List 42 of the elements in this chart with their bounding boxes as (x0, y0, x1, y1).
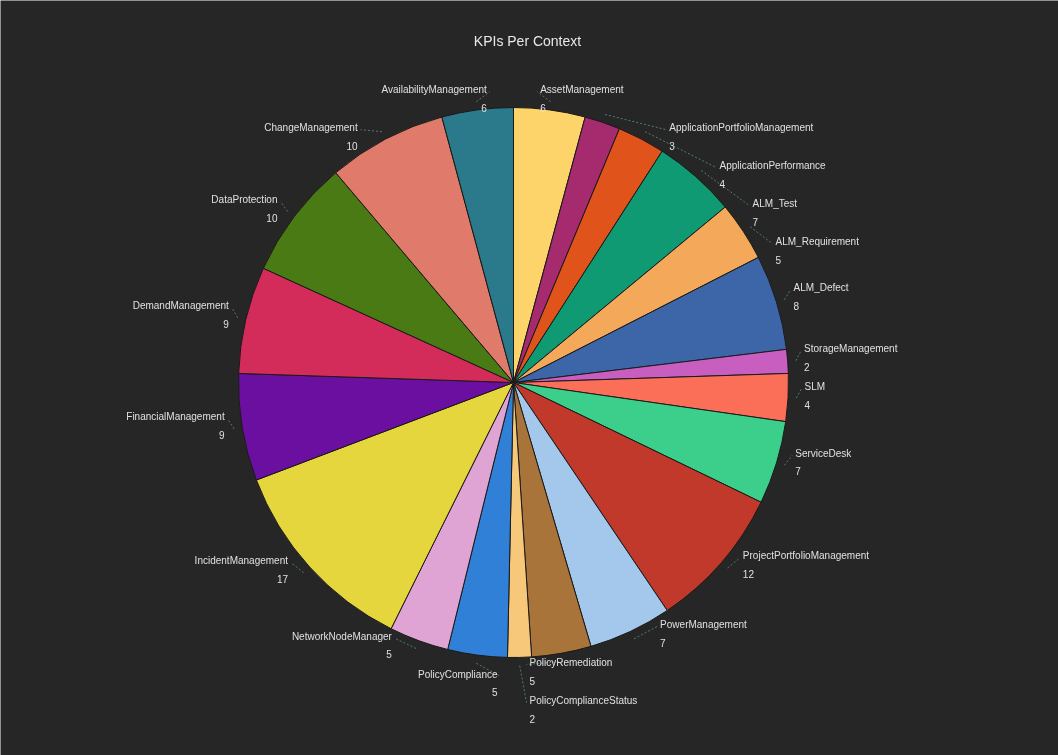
data-label: 5 (491, 687, 498, 699)
data-label: 12 (742, 568, 755, 580)
slice-label: ServiceDesk (795, 447, 853, 459)
slice-label: ChangeManagement (264, 122, 358, 134)
slice-label: StorageManagement (804, 343, 898, 355)
slice-label: PolicyCompliance (418, 668, 498, 680)
slice-label: ProjectPortfolioManagement (742, 550, 870, 562)
data-label: 7 (660, 637, 667, 649)
data-label: 10 (266, 212, 278, 224)
slice-label: ApplicationPerformance (719, 160, 827, 172)
data-label: 7 (795, 466, 802, 478)
slice-label: FinancialManagement (126, 411, 225, 423)
slice-label: SLM (804, 381, 826, 393)
data-label: 2 (529, 713, 536, 725)
slice-label: ALM_Test (752, 198, 798, 210)
slice-label: NetworkNodeManager (291, 630, 393, 642)
slice-label: IncidentManagement (194, 555, 289, 567)
data-label: 7 (752, 216, 759, 228)
slice-label: DemandManagement (132, 300, 230, 312)
slice-label: PolicyRemediation (529, 657, 613, 668)
data-label: 2 (804, 361, 811, 373)
data-label: 9 (223, 318, 230, 330)
chart-title: KPIs Per Context (473, 32, 582, 49)
slice-label: AvailabilityManagement (381, 84, 488, 96)
data-label: 5 (775, 254, 782, 266)
slice-label: ApplicationPortfolioManagement (669, 122, 814, 134)
data-label: 8 (793, 300, 800, 312)
data-label: 17 (276, 573, 289, 585)
data-label: 9 (219, 429, 226, 441)
data-label: 6 (481, 102, 488, 114)
data-label: 3 (669, 140, 676, 152)
data-label: 5 (529, 675, 536, 687)
slice-label: ALM_Defect (793, 282, 849, 294)
data-label: 10 (346, 140, 359, 152)
data-label: 5 (386, 649, 393, 661)
slice-label: DataProtection (211, 194, 278, 206)
data-label: 4 (719, 178, 726, 190)
slice-label: ALM_Requirement (775, 236, 860, 248)
data-label: 4 (804, 399, 811, 411)
slice-label: PowerManagement (660, 619, 748, 630)
slice-label: AssetManagement (540, 84, 624, 96)
slice-label: PolicyComplianceStatus (529, 695, 638, 706)
